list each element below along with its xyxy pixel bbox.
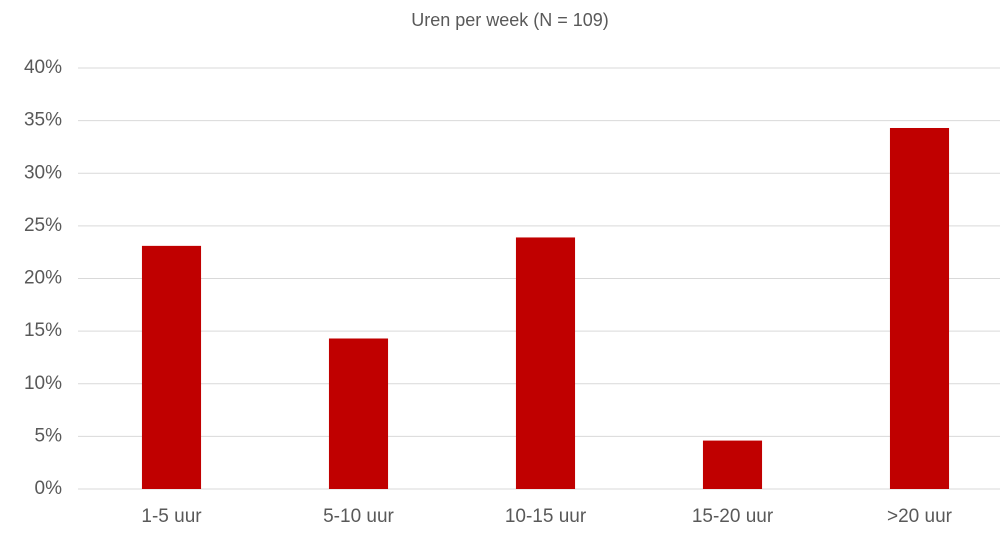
x-tick-label: >20 uur xyxy=(887,506,953,527)
x-tick-label: 5-10 uur xyxy=(323,506,394,527)
bar xyxy=(141,245,202,489)
y-tick-label: 30% xyxy=(24,162,62,183)
y-tick-label: 0% xyxy=(35,478,63,499)
y-tick-label: 35% xyxy=(24,110,62,131)
bar xyxy=(702,440,763,489)
bar xyxy=(515,237,576,489)
chart-title: Uren per week (N = 109) xyxy=(411,10,609,30)
y-tick-label: 25% xyxy=(24,215,62,236)
x-tick-label: 15-20 uur xyxy=(692,506,774,527)
x-tick-label: 10-15 uur xyxy=(505,506,587,527)
y-tick-label: 20% xyxy=(24,268,62,289)
y-tick-label: 40% xyxy=(24,57,62,78)
y-tick-label: 10% xyxy=(24,373,62,394)
y-tick-label: 15% xyxy=(24,320,62,341)
bar xyxy=(889,127,950,490)
y-tick-label: 5% xyxy=(35,425,63,446)
bar xyxy=(328,338,389,489)
x-tick-label: 1-5 uur xyxy=(141,506,202,527)
